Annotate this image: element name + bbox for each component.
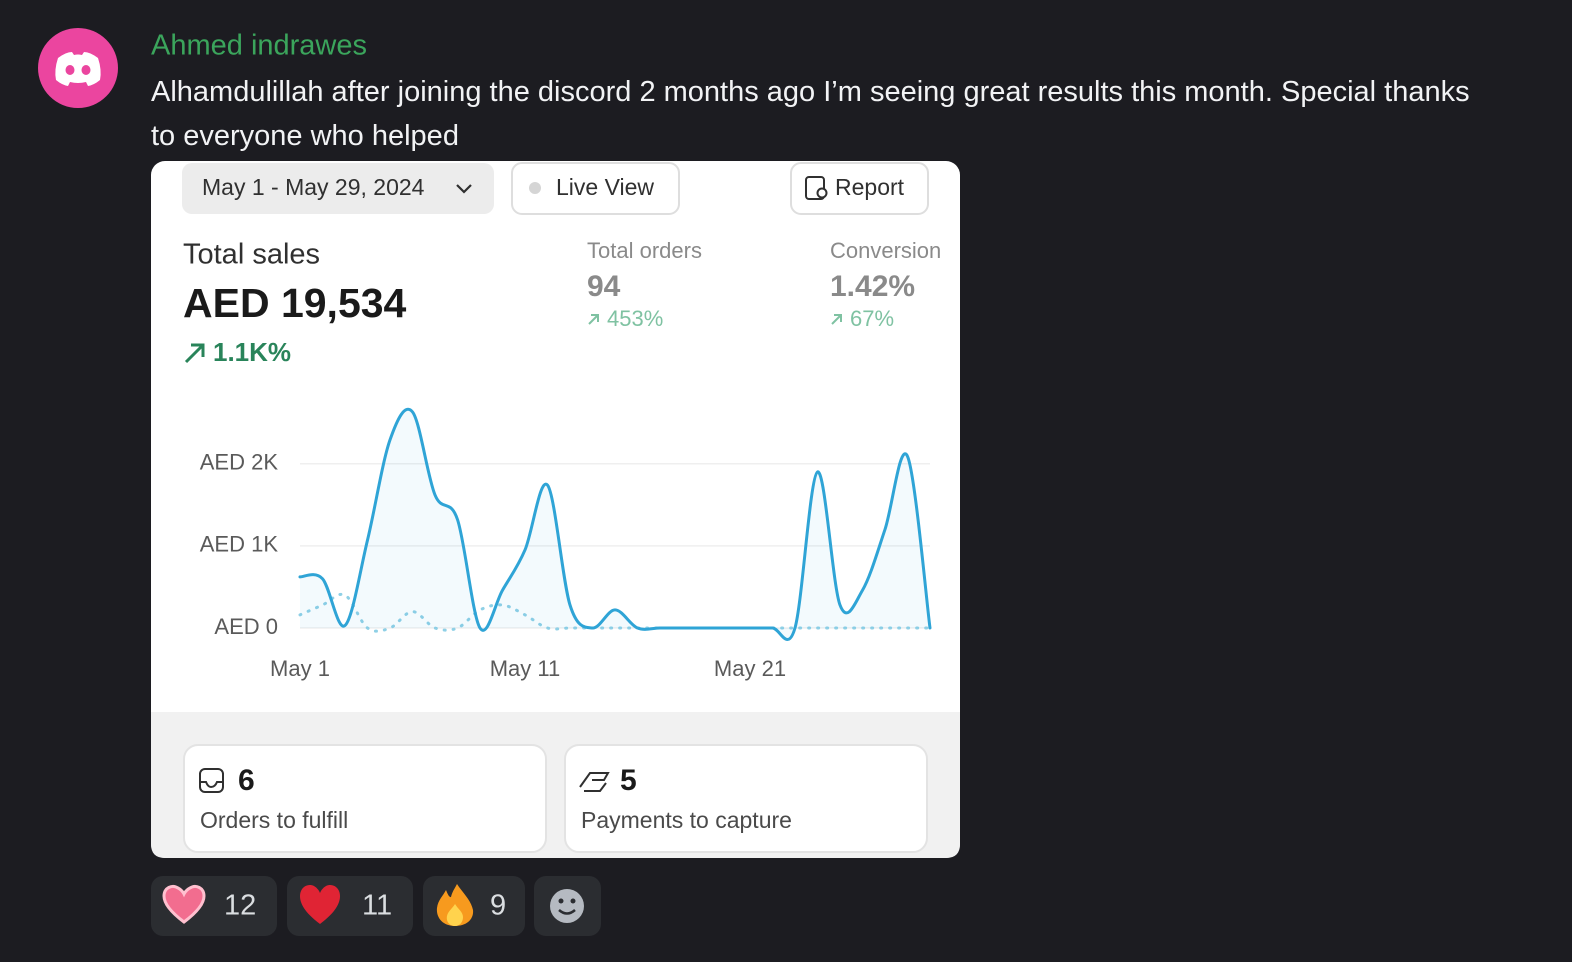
total-sales-value: AED 19,534 (183, 280, 407, 326)
x-tick-label: May 11 (490, 656, 561, 681)
report: Report (835, 174, 905, 200)
heart-emoji (162, 884, 206, 924)
up-arrow (831, 314, 842, 325)
up-arrow (588, 314, 599, 325)
inbox-icon (199, 768, 224, 793)
discord-logo (55, 52, 101, 86)
date-picker[interactable] (182, 163, 494, 214)
report-icon-lens (816, 187, 828, 199)
orders-change: 453% (607, 306, 663, 331)
inbox-icon-tray (200, 781, 223, 789)
orders-label: Total orders (587, 238, 702, 263)
total-sales-change: 1.1K% (213, 337, 291, 367)
smiley-icon (550, 889, 584, 923)
reaction-count: 9 (490, 890, 506, 922)
y-tick-label: AED 2K (200, 450, 279, 475)
y-tick-label: AED 1K (200, 532, 279, 557)
logo-eye (81, 65, 91, 75)
up-arrow (184, 343, 205, 364)
reaction-count: 11 (362, 890, 392, 922)
smiley-eye (570, 898, 576, 904)
conversion-value: 1.42% (830, 270, 915, 303)
total-sales-label: Total sales (183, 239, 320, 271)
orders-value: 94 (587, 270, 621, 303)
report-button[interactable] (790, 162, 929, 215)
live-view: Live View (556, 174, 654, 200)
fulfill-label: Orders to fulfill (200, 807, 348, 833)
date-range: May 1 - May 29, 2024 (202, 174, 425, 200)
smiley-mouth (558, 909, 576, 915)
message-text: Alhamdulillah after joining the discord … (151, 76, 1470, 152)
conversion-change: 67% (850, 306, 894, 331)
y-tick-label: AED 0 (214, 614, 278, 639)
payments-card[interactable] (564, 744, 928, 853)
payment-icon (579, 772, 610, 792)
fulfill-card[interactable] (183, 744, 547, 853)
sales-chart: AED 0 AED 1K AED 2K May 1 May 11 May 21 (200, 407, 932, 681)
fulfill-count: 6 (238, 764, 255, 797)
chevron (456, 184, 472, 194)
smiley-eye (558, 898, 564, 904)
payments-count: 5 (620, 764, 637, 797)
logo-eye (65, 65, 75, 75)
sales-line (298, 407, 932, 641)
payments-label: Payments to capture (581, 807, 792, 833)
reaction-count: 12 (224, 890, 256, 922)
red-heart-emoji (300, 885, 340, 924)
live-view-button[interactable] (511, 162, 680, 215)
x-tick-label: May 1 (270, 656, 330, 681)
area-fill (300, 409, 930, 640)
comparison-line (298, 592, 932, 633)
live-dot (529, 182, 541, 194)
x-tick-label: May 21 (714, 656, 786, 681)
conversion-label: Conversion (830, 238, 941, 263)
fire-core (446, 904, 463, 926)
author[interactable]: Ahmed indrawes (151, 30, 367, 62)
